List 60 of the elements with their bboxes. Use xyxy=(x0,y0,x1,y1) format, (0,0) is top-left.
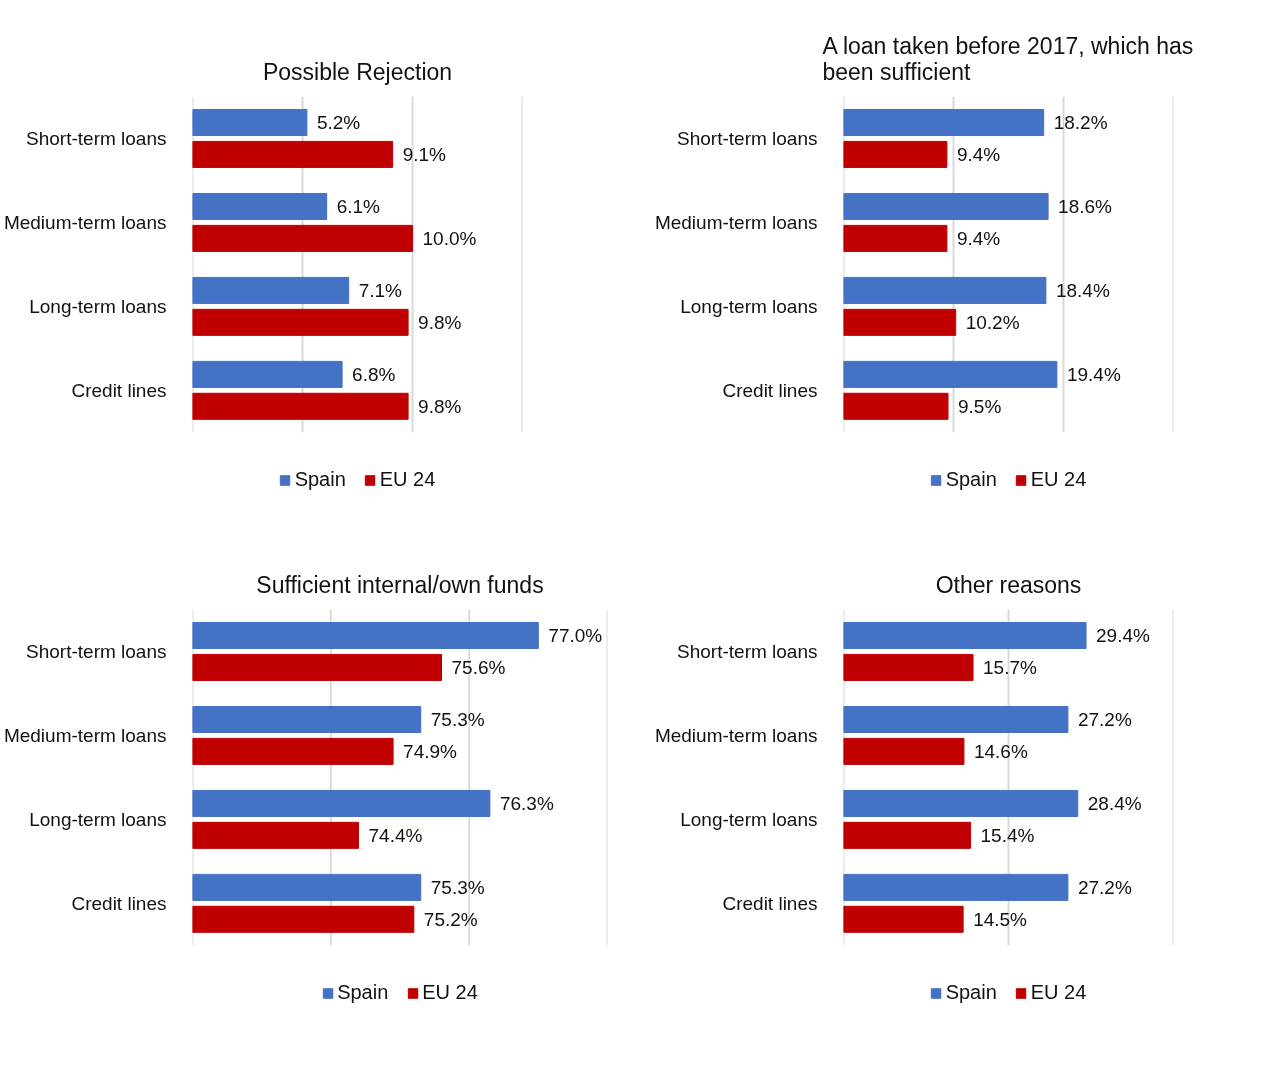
data-label: 15.7% xyxy=(983,656,1037,678)
legend-label: Spain xyxy=(945,468,997,491)
chart-title: Possible Rejection xyxy=(262,58,453,85)
y-tick-label: Credit lines xyxy=(71,379,167,401)
data-label: 15.4% xyxy=(980,824,1035,846)
data-label: 9.4% xyxy=(956,143,1001,165)
y-tick-label: Medium-term loans xyxy=(654,211,818,233)
data-label: 74.9% xyxy=(403,740,458,762)
data-label: 9.8% xyxy=(418,395,462,417)
data-label: 9.4% xyxy=(956,227,1001,249)
data-label: 28.4% xyxy=(1087,792,1142,814)
legend-label: Spain xyxy=(945,981,997,1004)
y-tick-label: Short-term loans xyxy=(677,640,818,662)
y-tick-label: Credit lines xyxy=(71,892,167,914)
data-label: 74.4% xyxy=(368,824,423,846)
y-tick-label: Credit lines xyxy=(722,379,818,401)
data-label: 10.2% xyxy=(965,311,1020,333)
data-label: 18.2% xyxy=(1053,112,1108,134)
data-label: 9.5% xyxy=(958,395,1002,417)
data-label: 10.0% xyxy=(422,227,477,249)
data-label: 27.2% xyxy=(1077,708,1132,730)
y-tick-label: Medium-term loans xyxy=(3,724,167,746)
y-tick-label: Long-term loans xyxy=(29,808,167,830)
chart-title: Other reasons xyxy=(935,571,1082,598)
y-tick-label: Long-term loans xyxy=(680,295,818,317)
chart-title: A loan taken before 2017, which has been sufficient xyxy=(822,32,1194,85)
y-tick-label: Long-term loans xyxy=(29,295,167,317)
data-label: 6.8% xyxy=(352,363,396,385)
data-label: 27.2% xyxy=(1077,876,1132,898)
data-label: 7.1% xyxy=(358,279,403,301)
chart-title: Sufficient internal/own funds xyxy=(256,571,544,598)
data-label: 14.5% xyxy=(973,908,1028,930)
y-tick-label: Credit lines xyxy=(722,892,818,914)
legend-label: EU 24 xyxy=(379,468,436,491)
data-label: 19.4% xyxy=(1066,363,1121,385)
y-tick-label: Medium-term loans xyxy=(654,724,818,746)
legend-label: Spain xyxy=(294,468,346,491)
data-label: 75.3% xyxy=(430,876,485,898)
legend-label: Spain xyxy=(337,981,389,1004)
data-label: 29.4% xyxy=(1096,625,1151,647)
y-tick-label: Short-term loans xyxy=(26,127,167,149)
y-tick-label: Short-term loans xyxy=(26,640,167,662)
data-label: 75.2% xyxy=(423,908,478,930)
legend-label: EU 24 xyxy=(1030,981,1087,1004)
data-label: 77.0% xyxy=(548,625,603,647)
data-label: 14.6% xyxy=(973,740,1028,762)
data-label: 9.1% xyxy=(402,143,447,165)
data-label: 6.1% xyxy=(336,195,381,217)
y-tick-label: Medium-term loans xyxy=(3,211,167,233)
y-tick-label: Long-term loans xyxy=(680,808,818,830)
data-label: 75.6% xyxy=(451,656,506,678)
y-tick-label: Short-term loans xyxy=(677,127,818,149)
data-label: 76.3% xyxy=(499,792,554,814)
data-label: 75.3% xyxy=(430,708,485,730)
data-label: 18.6% xyxy=(1058,195,1113,217)
legend-label: EU 24 xyxy=(1030,468,1087,491)
data-label: 18.4% xyxy=(1055,279,1110,301)
data-label: 9.8% xyxy=(418,311,462,333)
data-label: 5.2% xyxy=(316,112,361,134)
legend-label: EU 24 xyxy=(422,981,478,1004)
